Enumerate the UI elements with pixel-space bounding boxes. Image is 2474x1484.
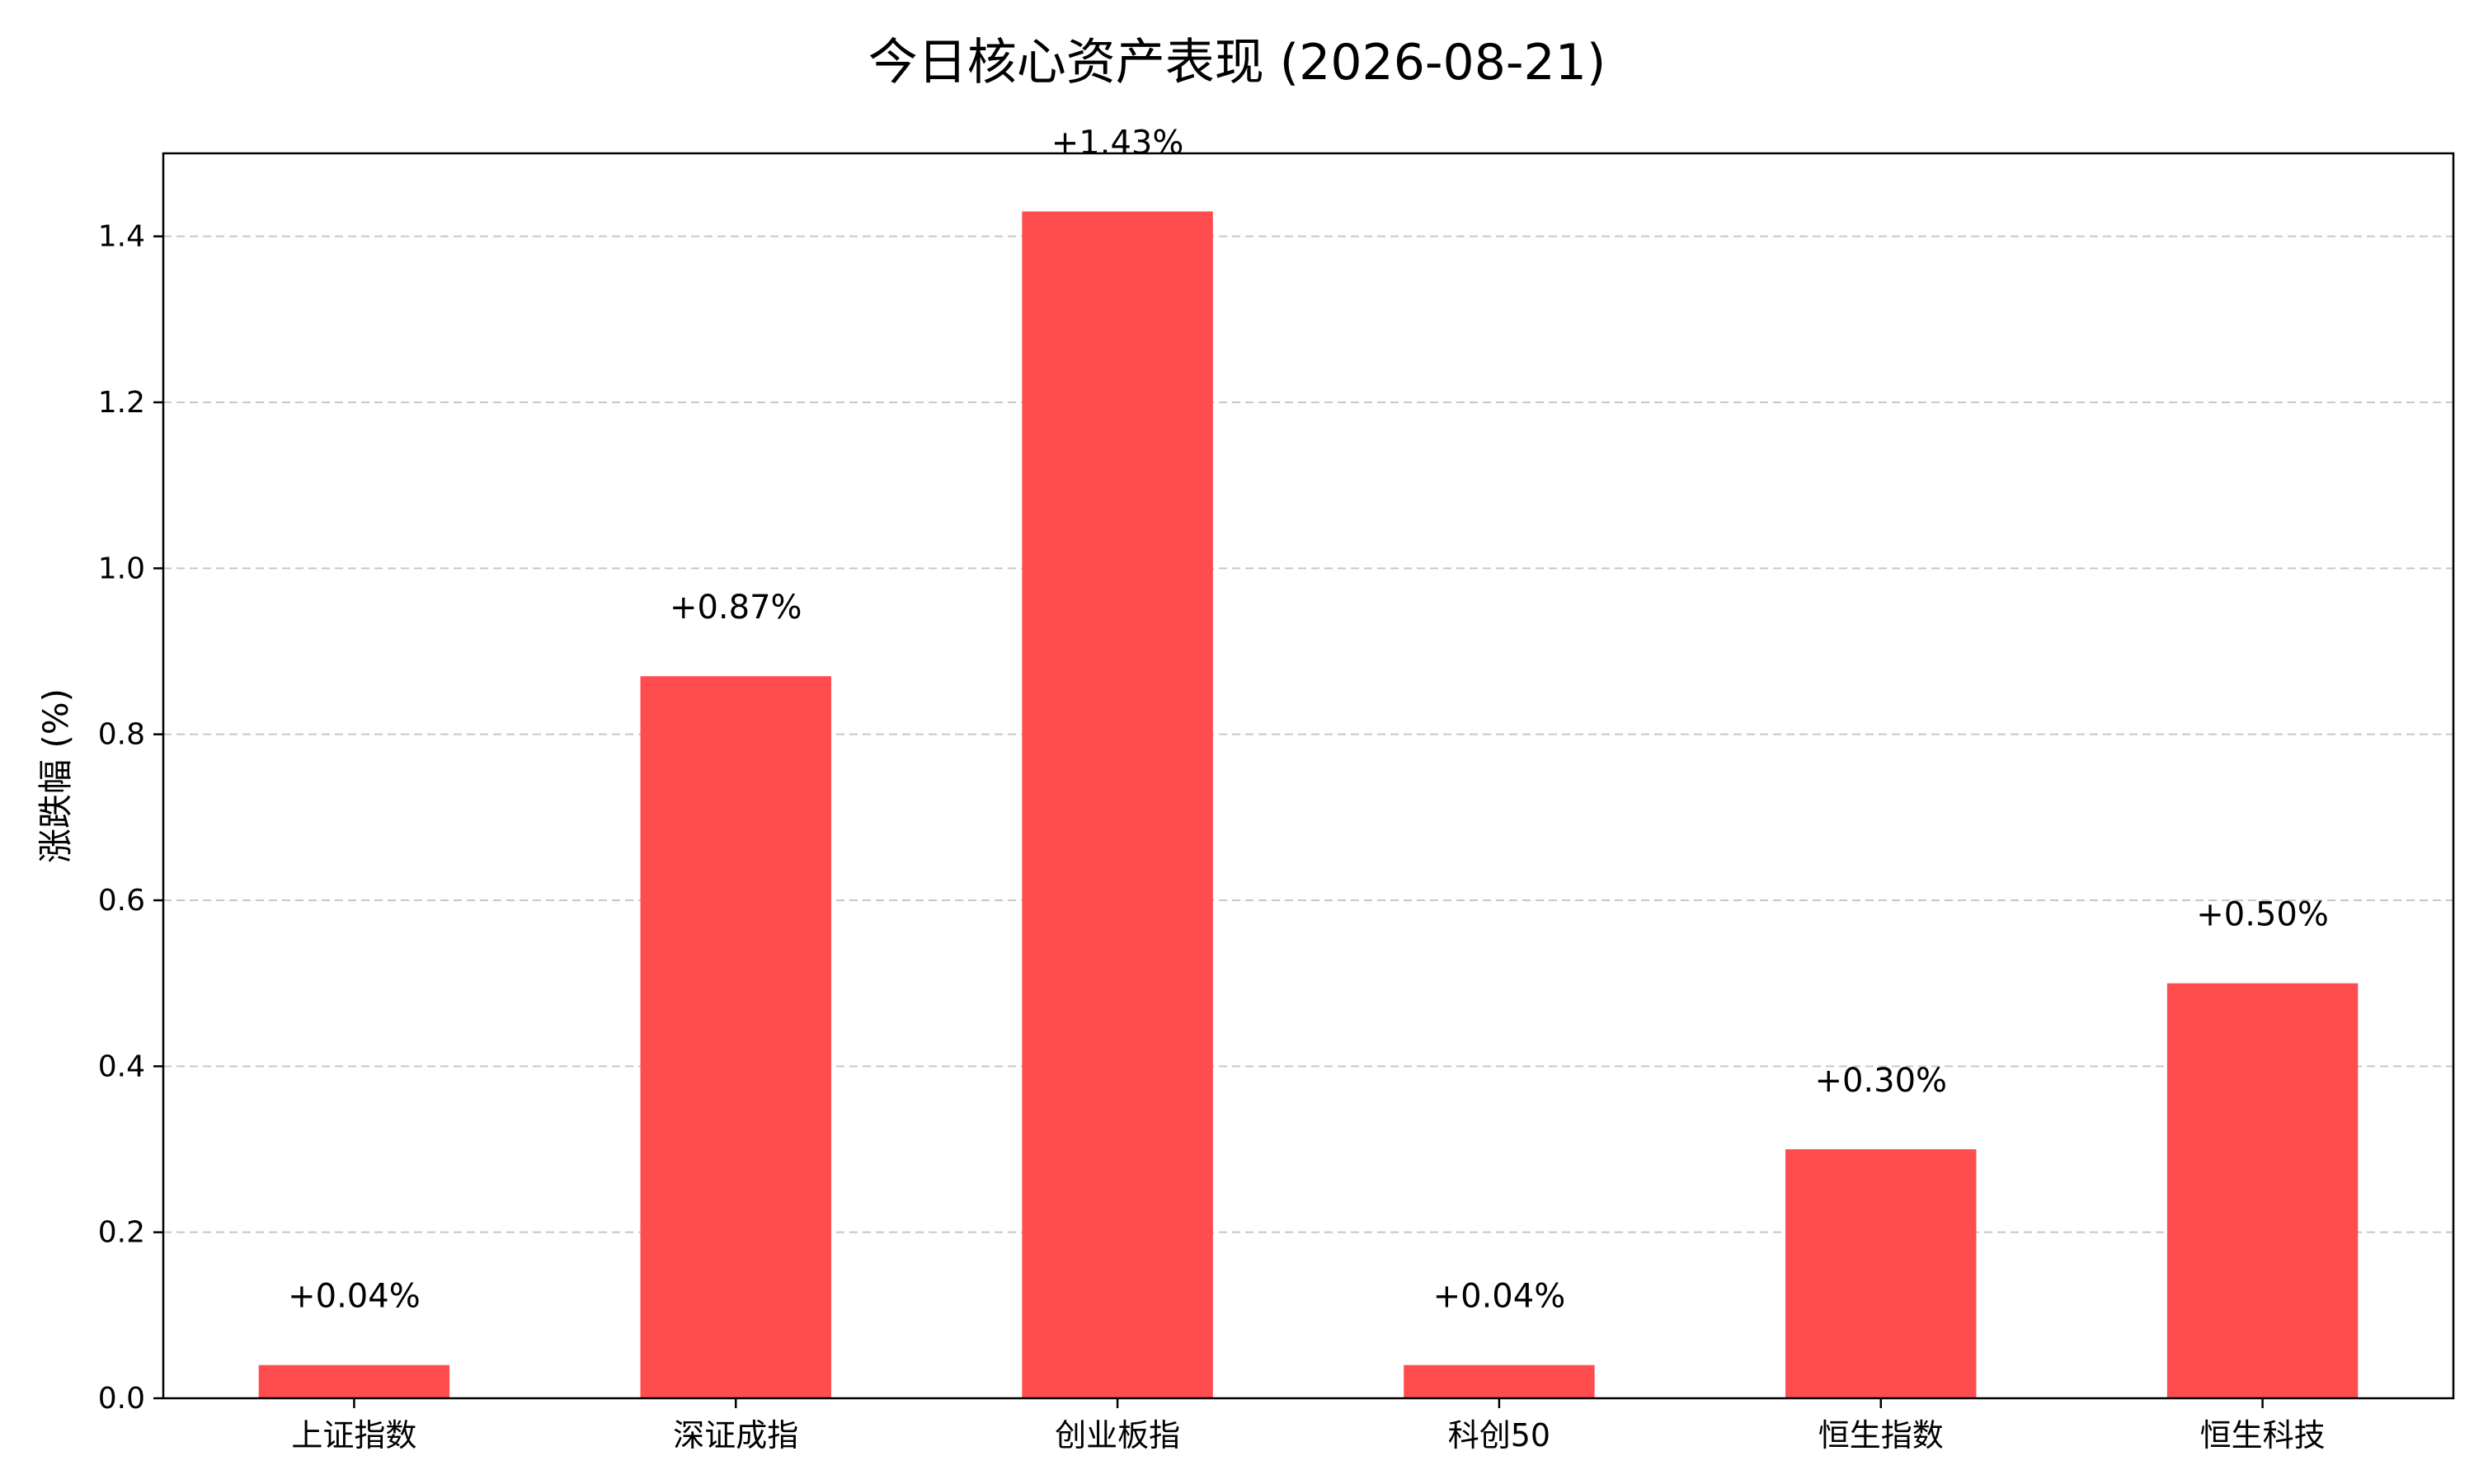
data-label: +0.50% bbox=[2196, 896, 2329, 934]
bar bbox=[1022, 211, 1213, 1398]
bar bbox=[640, 676, 831, 1398]
x-tick-label: 上证指数 bbox=[291, 1417, 416, 1453]
bars bbox=[258, 211, 2359, 1398]
x-tick-label: 恒生科技 bbox=[2200, 1417, 2326, 1453]
data-label: +1.43% bbox=[1051, 124, 1184, 162]
chart-title: 今日核心资产表现 (2026-08-21) bbox=[868, 34, 1606, 92]
data-labels: +0.04% +0.87% +1.43% +0.04% +0.30% +0.50% bbox=[288, 124, 2329, 1315]
data-label: +0.87% bbox=[670, 589, 802, 627]
x-tick-label: 创业板指 bbox=[1055, 1417, 1180, 1453]
bar bbox=[2166, 983, 2359, 1398]
y-axis-ticks: 0.0 0.2 0.4 0.6 0.8 1.0 1.2 1.4 bbox=[98, 220, 163, 1416]
x-tick-label: 深证成指 bbox=[673, 1417, 798, 1453]
y-tick-label: 1.0 bbox=[98, 552, 145, 585]
y-tick-label: 0.4 bbox=[98, 1050, 145, 1083]
y-tick-label: 0.0 bbox=[98, 1382, 145, 1416]
y-tick-label: 1.2 bbox=[98, 386, 145, 420]
y-tick-label: 0.2 bbox=[98, 1216, 145, 1250]
x-tick-label: 科创50 bbox=[1448, 1417, 1550, 1453]
data-label: +0.30% bbox=[1814, 1062, 1947, 1100]
bar bbox=[258, 1364, 450, 1398]
bar bbox=[1404, 1364, 1595, 1398]
data-label: +0.04% bbox=[288, 1278, 421, 1316]
data-label: +0.04% bbox=[1433, 1278, 1566, 1316]
x-tick-label: 恒生指数 bbox=[1818, 1417, 1944, 1453]
y-tick-label: 1.4 bbox=[98, 220, 145, 254]
gridlines bbox=[163, 235, 2453, 1399]
y-tick-label: 0.8 bbox=[98, 718, 145, 752]
x-axis-ticks: 上证指数 深证成指 创业板指 科创50 恒生指数 恒生科技 bbox=[291, 1398, 2326, 1453]
bar bbox=[1785, 1149, 1977, 1398]
plot-frame bbox=[162, 152, 2455, 1400]
y-tick-label: 0.6 bbox=[98, 884, 145, 918]
y-axis-label: 涨跌幅 (%) bbox=[35, 688, 76, 863]
